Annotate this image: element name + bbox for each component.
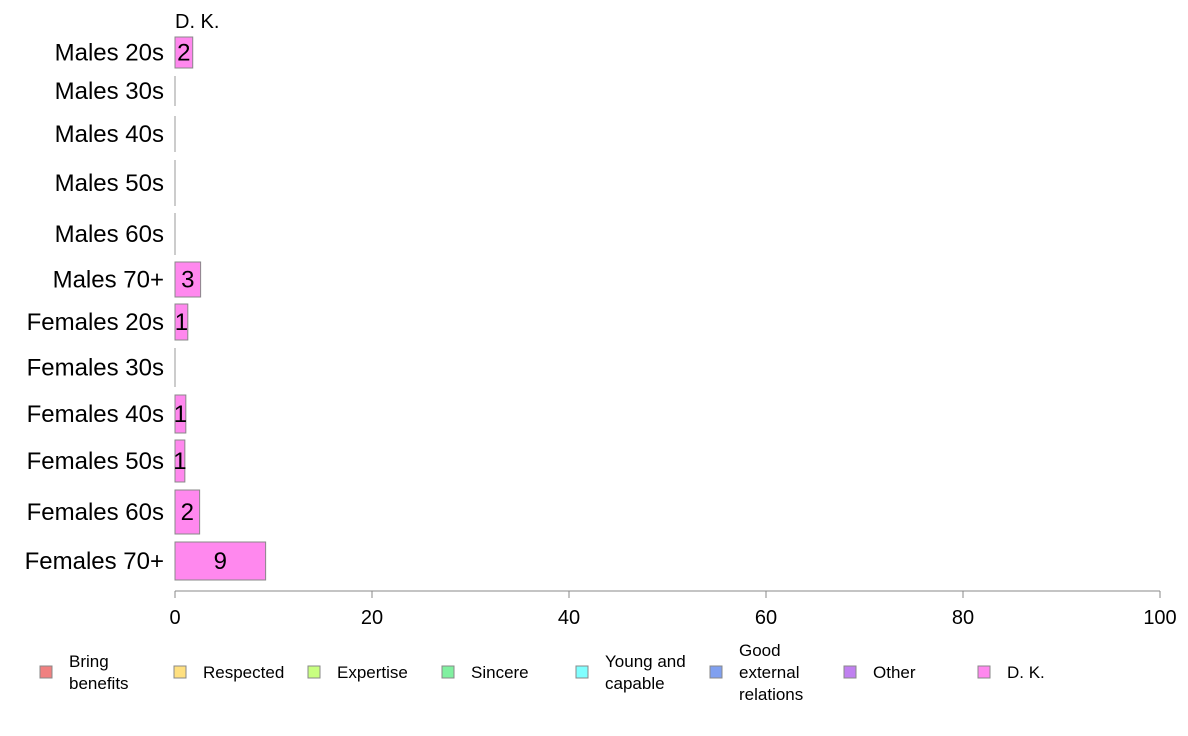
category-label: Females 70+	[25, 548, 164, 575]
x-axis: 0 20 40 60 80 100	[169, 590, 1177, 629]
legend-label: Respected	[203, 663, 284, 682]
legend-item: D. K.	[977, 663, 1045, 682]
category-label: Females 30s	[27, 355, 164, 382]
data-label: 2	[177, 40, 190, 67]
legend-label: capable	[605, 674, 665, 693]
legend-swatch	[977, 665, 991, 679]
legend-item: Young and capable	[575, 652, 686, 693]
legend-label: benefits	[69, 674, 129, 693]
legend-swatch	[709, 665, 723, 679]
category-label: Females 40s	[27, 401, 164, 428]
legend-swatch	[843, 665, 857, 679]
legend-swatch	[173, 665, 187, 679]
category-label: Males 70+	[53, 267, 164, 294]
bar-segment	[174, 541, 267, 581]
x-tick-label: 100	[1143, 607, 1176, 629]
bar-segment	[174, 489, 201, 535]
legend-label: external	[739, 663, 799, 682]
data-label: 1	[175, 309, 188, 336]
legend-label: Good	[739, 641, 781, 660]
legend-swatch	[307, 665, 321, 679]
x-tick-label: 60	[755, 607, 777, 629]
category-label: Males 20s	[55, 40, 164, 67]
data-label: 1	[174, 401, 187, 428]
legend-item: Expertise	[307, 663, 408, 682]
category-label: Males 40s	[55, 121, 164, 148]
bar-segment	[174, 261, 202, 298]
category-label: Males 30s	[55, 78, 164, 105]
category-label: Females 60s	[27, 499, 164, 526]
legend-item: Bring benefits	[39, 652, 129, 693]
legend-label: relations	[739, 685, 803, 704]
legend-item: Other	[843, 663, 916, 682]
legend-label: Bring	[69, 652, 109, 671]
data-label: 2	[181, 499, 194, 526]
legend-label: Other	[873, 663, 916, 682]
column-header: D. K.	[175, 11, 219, 33]
bar-segment	[174, 439, 186, 483]
legend-label: Expertise	[337, 663, 408, 682]
legend-swatch	[39, 665, 53, 679]
category-labels: Males 20s Males 30s Males 40s Males 50s Male…	[25, 40, 164, 576]
legend-item: Good external relations	[709, 641, 803, 704]
x-tick-label: 0	[169, 607, 180, 629]
legend-swatch	[441, 665, 455, 679]
category-label: Males 60s	[55, 221, 164, 248]
data-label: 3	[181, 267, 194, 294]
bar-segment	[174, 394, 187, 434]
x-tick-label: 20	[361, 607, 383, 629]
data-label: 9	[214, 548, 227, 575]
category-label: Females 50s	[27, 448, 164, 475]
legend-label: Sincere	[471, 663, 529, 682]
bar-segment	[174, 36, 194, 69]
legend-swatch	[575, 665, 589, 679]
x-tick-label: 80	[952, 607, 974, 629]
legend: Bring benefits Respected Expertise Sincere Yo…	[39, 641, 1045, 704]
x-tick-label: 40	[558, 607, 580, 629]
data-label: 1	[173, 448, 186, 475]
legend-item: Sincere	[441, 663, 529, 682]
category-label: Females 20s	[27, 309, 164, 336]
legend-item: Respected	[173, 663, 284, 682]
category-label: Males 50s	[55, 170, 164, 197]
legend-label: Young and	[605, 652, 686, 671]
legend-label: D. K.	[1007, 663, 1045, 682]
bar-segment	[174, 303, 189, 341]
